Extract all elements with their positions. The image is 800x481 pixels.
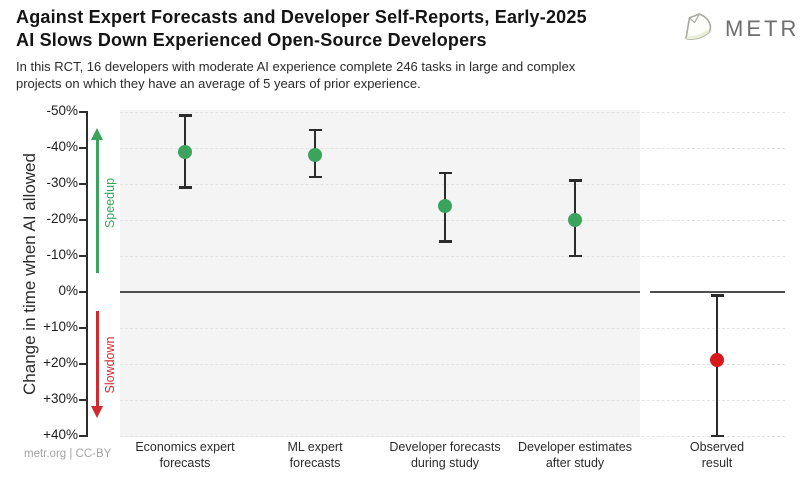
chart-subtitle: In this RCT, 16 developers with moderate… bbox=[16, 59, 575, 92]
gridline bbox=[120, 111, 785, 113]
gridline bbox=[120, 435, 785, 437]
x-category-label: Developer forecasts during study bbox=[389, 440, 501, 470]
speedup-arrow-up-icon bbox=[91, 128, 103, 140]
y-tick-label: +10% bbox=[43, 319, 78, 334]
metr-gem-icon bbox=[682, 11, 718, 47]
data-point bbox=[178, 144, 192, 159]
x-category-label: Economics expert forecasts bbox=[135, 440, 235, 470]
y-axis-tick bbox=[79, 363, 86, 365]
y-tick-label: -40% bbox=[46, 139, 78, 154]
error-bar-cap-top bbox=[178, 114, 192, 117]
error-bar-cap-bottom bbox=[178, 186, 192, 189]
data-point bbox=[308, 148, 322, 163]
subtitle-line-1: In this RCT, 16 developers with moderate… bbox=[16, 59, 576, 74]
page-title: Against Expert Forecasts and Developer S… bbox=[16, 6, 587, 52]
y-axis-tick bbox=[79, 111, 86, 113]
data-point bbox=[568, 213, 582, 227]
y-tick-label: +30% bbox=[43, 391, 78, 406]
gridline bbox=[120, 399, 785, 401]
y-axis-tick bbox=[79, 399, 86, 401]
data-point bbox=[710, 353, 724, 368]
x-category-label: Observed result bbox=[689, 440, 745, 470]
forecasts-panel-background bbox=[120, 110, 640, 437]
data-point bbox=[438, 198, 452, 213]
metr-logo: METR bbox=[682, 11, 799, 47]
y-axis-tick bbox=[79, 327, 86, 329]
zero-line-forecasts bbox=[120, 291, 640, 293]
y-axis-tick bbox=[79, 291, 86, 293]
y-axis-tick bbox=[79, 183, 86, 185]
subtitle-line-2: projects on which they have an average o… bbox=[16, 75, 421, 91]
title-line-1: Against Expert Forecasts and Developer S… bbox=[16, 7, 587, 27]
error-bar-cap-top bbox=[308, 128, 322, 132]
gridline bbox=[120, 363, 785, 365]
gridline bbox=[120, 183, 785, 185]
y-axis-tick bbox=[79, 435, 86, 437]
y-tick-label: -50% bbox=[46, 103, 78, 118]
error-bar-cap-top bbox=[438, 171, 452, 175]
slowdown-arrow-down-icon bbox=[91, 406, 103, 418]
gridline bbox=[120, 327, 785, 329]
error-bar-cap-bottom bbox=[568, 254, 582, 258]
speedup-arrow-shaft bbox=[95, 139, 99, 273]
error-bar-cap-top bbox=[710, 294, 724, 297]
gridline bbox=[120, 147, 785, 149]
y-tick-label: -10% bbox=[46, 247, 78, 262]
x-category-label: Developer estimates after study bbox=[518, 440, 632, 470]
metr-wordmark: METR bbox=[725, 16, 800, 41]
error-bar-cap-bottom bbox=[438, 240, 452, 243]
error-bar-cap-bottom bbox=[710, 434, 724, 438]
y-tick-label: +20% bbox=[43, 355, 78, 370]
y-tick-label: -30% bbox=[46, 175, 78, 190]
y-tick-label: +40% bbox=[43, 427, 78, 442]
error-bar-cap-top bbox=[568, 179, 582, 182]
y-axis-tick bbox=[79, 147, 86, 149]
y-axis-spine bbox=[86, 111, 88, 437]
y-axis-tick bbox=[79, 255, 86, 257]
y-tick-label: 0% bbox=[58, 283, 78, 298]
title-line-2: AI Slows Down Experienced Open-Source De… bbox=[16, 30, 487, 50]
x-category-label: ML expert forecasts bbox=[287, 440, 343, 470]
y-axis-tick bbox=[79, 219, 86, 221]
gridline bbox=[120, 219, 785, 221]
slowdown-arrow-shaft bbox=[95, 311, 99, 408]
zero-line-observed bbox=[650, 291, 785, 293]
gridline bbox=[120, 255, 785, 257]
error-bar-cap-bottom bbox=[308, 175, 322, 179]
y-tick-label: -20% bbox=[46, 211, 78, 226]
attribution-license: metr.org | CC-BY bbox=[24, 448, 112, 460]
